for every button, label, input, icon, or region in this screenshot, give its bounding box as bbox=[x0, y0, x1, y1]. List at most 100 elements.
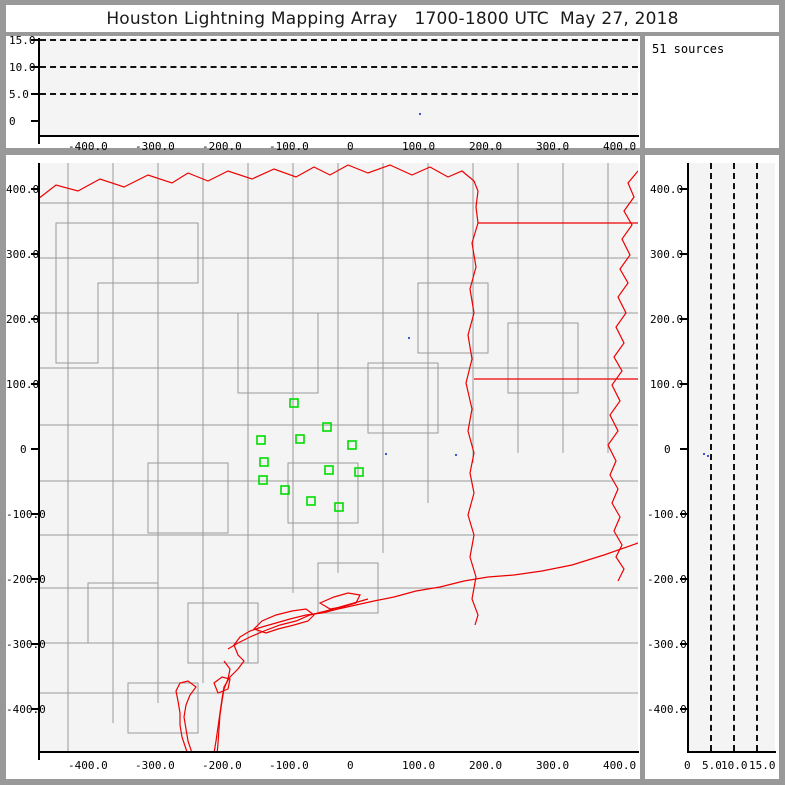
dist-ytick-label--200: -200.0 bbox=[647, 573, 687, 586]
map-ytick-label-100: 100.0 bbox=[6, 378, 40, 391]
map-xtick-origin bbox=[38, 753, 40, 760]
map-ytick--200 bbox=[31, 578, 40, 580]
dist-ytick-label-300: 300.0 bbox=[650, 248, 684, 261]
map-ytick-label--400: -400.0 bbox=[6, 703, 46, 716]
map-ytick--300 bbox=[31, 643, 40, 645]
lma-station bbox=[258, 475, 268, 485]
map-xtick-label--100: -100.0 bbox=[269, 759, 309, 772]
dist-xtick-label-10: 10.0 bbox=[721, 759, 748, 772]
th-ytick-label-0: 0 bbox=[9, 115, 16, 128]
time-height-points-layer bbox=[418, 112, 422, 116]
map-xtick-label-200: 200.0 bbox=[469, 759, 503, 772]
th-xtick-label-100: 100.0 bbox=[402, 140, 436, 153]
dist-xtick-label-5: 5.0 bbox=[702, 759, 722, 772]
th-xtick-label-300: 300.0 bbox=[536, 140, 570, 153]
dist-ytick-200 bbox=[680, 318, 689, 320]
lma-station bbox=[324, 465, 334, 475]
map-ytick-label-0: 0 bbox=[20, 443, 27, 456]
height-distance-panel[interactable]: 400.0 300.0 200.0 100.0 0 -100.0 -200.0 … bbox=[645, 155, 779, 779]
map-xtick-label--200: -200.0 bbox=[202, 759, 242, 772]
map-ytick--100 bbox=[31, 513, 40, 515]
dist-ytick-300 bbox=[680, 253, 689, 255]
map-ytick--400 bbox=[31, 708, 40, 710]
map-xtick-label-300: 300.0 bbox=[536, 759, 570, 772]
map-ytick-label-400: 400.0 bbox=[6, 183, 40, 196]
dist-xtick-label-15: 15.0 bbox=[749, 759, 776, 772]
time-height-panel: 15.0 10.0 5.0 0 -400.0 -300.0 -200.0 -10… bbox=[6, 34, 640, 153]
map-x-axis bbox=[38, 751, 639, 753]
ytick-10 bbox=[31, 66, 40, 68]
th-ytick-label-5: 5.0 bbox=[9, 88, 29, 101]
lma-station bbox=[295, 434, 305, 444]
source-point bbox=[702, 452, 706, 456]
height-distance-plot-area[interactable] bbox=[687, 163, 775, 751]
gridline-y-15 bbox=[40, 39, 638, 41]
dist-ytick--300 bbox=[680, 643, 689, 645]
gridline-y-5 bbox=[40, 93, 638, 95]
dist-ytick-100 bbox=[680, 383, 689, 385]
sources-info-panel: 51 sources bbox=[645, 36, 779, 148]
lma-station-markers bbox=[256, 398, 364, 512]
lma-station bbox=[322, 422, 332, 432]
map-plot-area[interactable] bbox=[38, 163, 638, 751]
ytick-0 bbox=[31, 120, 40, 122]
map-y-axis bbox=[38, 163, 40, 752]
gridline-y-10 bbox=[40, 66, 638, 68]
map-ytick-400 bbox=[31, 188, 40, 190]
lightning-source-points bbox=[384, 336, 458, 457]
map-ytick-label--200: -200.0 bbox=[6, 573, 46, 586]
dist-ytick-label-0: 0 bbox=[664, 443, 671, 456]
map-xtick-label--300: -300.0 bbox=[135, 759, 175, 772]
map-ytick-label-300: 300.0 bbox=[6, 248, 40, 261]
map-ytick-label--300: -300.0 bbox=[6, 638, 46, 651]
map-xtick-label-400: 400.0 bbox=[603, 759, 637, 772]
height-distance-y-axis bbox=[687, 163, 689, 752]
gridline-x-15 bbox=[756, 163, 758, 751]
height-distance-x-axis bbox=[687, 751, 776, 753]
gulf-coastline bbox=[175, 542, 638, 751]
th-xtick-label--300: -300.0 bbox=[135, 140, 175, 153]
th-ytick-label-15: 15.0 bbox=[9, 34, 36, 47]
lma-station bbox=[306, 496, 316, 506]
source-point bbox=[454, 453, 458, 457]
lma-station bbox=[347, 440, 357, 450]
map-ytick-100 bbox=[31, 383, 40, 385]
lma-station bbox=[289, 398, 299, 408]
state-borders bbox=[38, 164, 638, 626]
th-xtick-label--100: -100.0 bbox=[269, 140, 309, 153]
dist-ytick-label--400: -400.0 bbox=[647, 703, 687, 716]
dist-xtick-label-0: 0 bbox=[684, 759, 691, 772]
th-xtick-label--200: -200.0 bbox=[202, 140, 242, 153]
map-xtick-label--400: -400.0 bbox=[68, 759, 108, 772]
source-point bbox=[407, 336, 411, 340]
dist-ytick-label-400: 400.0 bbox=[650, 183, 684, 196]
time-height-y-axis bbox=[38, 38, 40, 136]
th-xtick-label-400: 400.0 bbox=[603, 140, 637, 153]
gridline-x-5 bbox=[710, 163, 712, 751]
dist-ytick-label--100: -100.0 bbox=[647, 508, 687, 521]
dist-ytick-label-200: 200.0 bbox=[650, 313, 684, 326]
ytick-15 bbox=[31, 39, 40, 41]
th-ytick-label-10: 10.0 bbox=[9, 61, 36, 74]
lma-station bbox=[256, 435, 266, 445]
time-height-x-axis bbox=[38, 135, 639, 137]
dist-ytick-0 bbox=[680, 448, 689, 450]
lma-station bbox=[259, 457, 269, 467]
ytick-5 bbox=[31, 93, 40, 95]
title-bar: Houston Lightning Mapping Array 1700-180… bbox=[6, 5, 779, 32]
map-ytick-300 bbox=[31, 253, 40, 255]
dist-ytick-label-100: 100.0 bbox=[650, 378, 684, 391]
dist-ytick--200 bbox=[680, 578, 689, 580]
lma-station bbox=[280, 485, 290, 495]
th-xtick-label--400: -400.0 bbox=[68, 140, 108, 153]
map-ytick-200 bbox=[31, 318, 40, 320]
dist-ytick-400 bbox=[680, 188, 689, 190]
source-point bbox=[418, 112, 422, 116]
map-ytick-label--100: -100.0 bbox=[6, 508, 46, 521]
th-xtick-origin bbox=[38, 137, 40, 144]
page-title: Houston Lightning Mapping Array 1700-180… bbox=[106, 8, 679, 29]
plan-view-map-panel[interactable]: 400.0 300.0 200.0 100.0 0 -100.0 -200.0 … bbox=[6, 155, 640, 779]
map-ytick-0 bbox=[31, 448, 40, 450]
lma-station bbox=[334, 502, 344, 512]
